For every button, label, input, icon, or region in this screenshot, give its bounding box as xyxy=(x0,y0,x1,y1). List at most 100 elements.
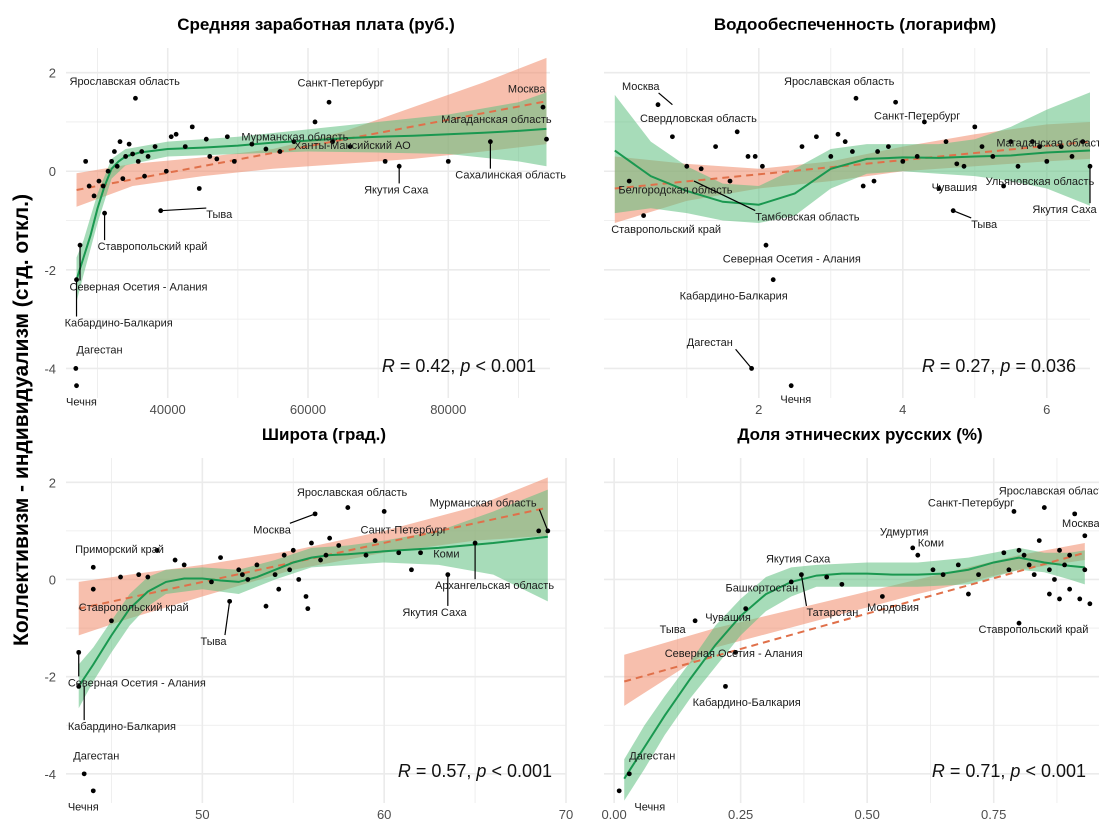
data-point xyxy=(164,169,169,174)
data-point xyxy=(854,96,859,101)
data-point xyxy=(82,771,87,776)
data-point xyxy=(173,558,178,563)
data-point xyxy=(127,142,132,147)
data-point xyxy=(990,154,995,159)
region-label: Кабардино-Балкария xyxy=(68,721,176,733)
data-point xyxy=(345,505,350,510)
data-point xyxy=(304,594,309,599)
data-point xyxy=(627,771,632,776)
data-point xyxy=(91,587,96,592)
data-point xyxy=(396,550,401,555)
data-point xyxy=(962,164,967,169)
data-point xyxy=(910,545,915,550)
data-point xyxy=(1087,601,1092,606)
region-label: Северная Осетия - Алания xyxy=(665,648,803,660)
panel-3: 50 60 70 -4 -2 0 2 Широта (град.) Ярославская об… xyxy=(44,425,573,822)
data-point xyxy=(409,567,414,572)
data-point xyxy=(273,572,278,577)
data-point xyxy=(966,592,971,597)
data-point xyxy=(245,577,250,582)
data-point xyxy=(418,550,423,555)
y-tick-label: -2 xyxy=(44,263,56,278)
data-point xyxy=(153,144,158,149)
data-point xyxy=(1027,563,1032,568)
panel-title: Средняя заработная плата (руб.) xyxy=(177,15,455,34)
data-point xyxy=(1047,592,1052,597)
data-point xyxy=(627,179,632,184)
data-point xyxy=(118,139,123,144)
region-label: Приморский край xyxy=(75,544,164,556)
x-tick-label: 0.25 xyxy=(728,807,753,822)
data-point xyxy=(1006,567,1011,572)
data-point xyxy=(861,184,866,189)
region-label: Магаданская область xyxy=(996,138,1099,150)
data-point xyxy=(880,594,885,599)
region-label: Москва xyxy=(508,83,546,95)
data-point xyxy=(771,277,776,282)
y-tick-label: -4 xyxy=(44,767,56,782)
data-point xyxy=(383,159,388,164)
data-point xyxy=(197,186,202,191)
region-label: Сахалинская область xyxy=(455,170,566,182)
region-label: Северная Осетия - Алания xyxy=(723,253,861,265)
data-point xyxy=(139,149,144,154)
data-point xyxy=(305,606,310,611)
correlation-stat: R = 0.71, p < 0.001 xyxy=(932,761,1086,781)
region-label: Дагестан xyxy=(77,345,123,357)
region-label: Архангельская область xyxy=(435,580,554,592)
data-point xyxy=(915,553,920,558)
data-point xyxy=(118,575,123,580)
x-tick-label: 2 xyxy=(755,402,762,417)
y-axis-label: Коллективизм - индивидуализм (стд. откл.… xyxy=(10,194,33,646)
region-label: Кабардино-Балкария xyxy=(693,697,801,709)
y-tick-label: 0 xyxy=(49,164,56,179)
region-label: Ярославская область xyxy=(297,487,408,499)
data-point xyxy=(1044,159,1049,164)
data-point xyxy=(276,587,281,592)
data-point xyxy=(336,543,341,548)
y-tick-label: -4 xyxy=(44,361,56,376)
data-point xyxy=(1077,597,1082,602)
loess-confidence-band xyxy=(79,490,548,709)
panel-1: 40000 60000 80000 -4 -2 0 2 Средняя заработная … xyxy=(44,15,566,417)
data-point xyxy=(313,120,318,125)
x-tick-label: 60000 xyxy=(290,402,326,417)
data-point xyxy=(182,563,187,568)
x-tick-label: 70 xyxy=(559,807,573,822)
data-point xyxy=(1067,553,1072,558)
x-tick-label: 60 xyxy=(377,807,391,822)
data-point xyxy=(130,152,135,157)
data-point xyxy=(146,154,151,159)
data-point xyxy=(814,134,819,139)
x-tick-label: 4 xyxy=(899,402,906,417)
y-tick-label: -2 xyxy=(44,670,56,685)
data-point xyxy=(1070,154,1075,159)
data-point xyxy=(364,553,369,558)
data-point xyxy=(204,137,209,142)
data-point xyxy=(900,159,905,164)
data-point xyxy=(893,100,898,105)
data-point xyxy=(670,134,675,139)
data-point xyxy=(843,139,848,144)
label-leader-line xyxy=(659,93,673,105)
data-point xyxy=(112,149,117,154)
region-label: Тыва xyxy=(660,624,687,636)
data-point xyxy=(120,176,125,181)
data-point xyxy=(536,528,541,533)
data-point xyxy=(218,555,223,560)
x-tick-label: 0.00 xyxy=(601,807,626,822)
data-point xyxy=(318,558,323,563)
panel-title: Широта (град.) xyxy=(262,425,386,444)
region-label: Кабардино-Балкария xyxy=(680,290,788,302)
data-point xyxy=(828,154,833,159)
data-point xyxy=(291,548,296,553)
region-label: Санкт-Петербург xyxy=(361,524,447,536)
panel-4: 0.00 0.25 0.50 0.75Доля этнических русских … xyxy=(601,425,1099,822)
region-label: Якутия Саха xyxy=(1032,204,1097,216)
data-point xyxy=(97,179,102,184)
data-point xyxy=(133,96,138,101)
data-point xyxy=(684,164,689,169)
region-label: Санкт-Петербург xyxy=(874,110,960,122)
data-point xyxy=(976,572,981,577)
region-label: Якутия Саха xyxy=(766,553,831,565)
